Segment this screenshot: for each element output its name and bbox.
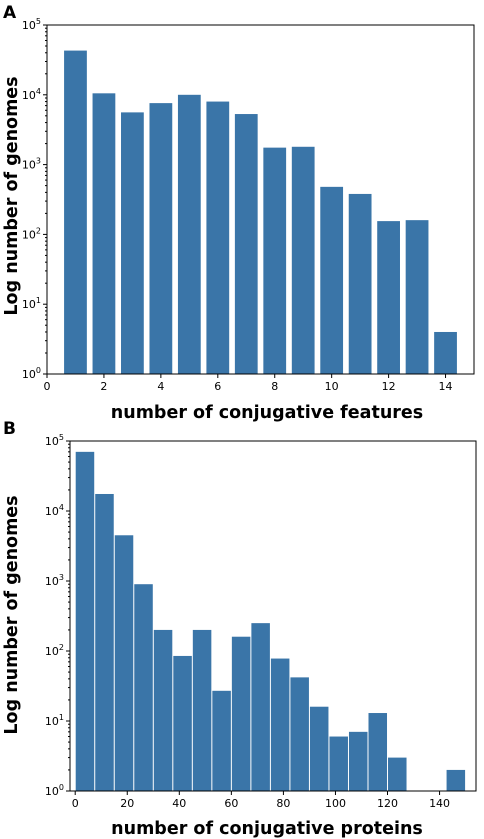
plot-b-area: 0 20 40 60 80 100 120 140 100 101 102 103 104 105: [45, 433, 477, 810]
x-tick-label-b-2: 40: [172, 797, 186, 810]
y-tick-label-a-4: 104: [22, 87, 41, 102]
plot-frame-b: [69, 440, 477, 792]
x-tick-label-b-7: 140: [429, 797, 450, 810]
bar-b-13: [329, 736, 348, 791]
bar-b-14: [348, 731, 368, 791]
bar-a-0: [64, 50, 87, 375]
x-tick-label-b-4: 80: [276, 797, 290, 810]
x-tick-label-b-0: 0: [72, 797, 79, 810]
bar-a-7: [263, 147, 287, 374]
panel-a: A 0 2 4 6 8 10 12 14 100 101 102 103 104 105 number o…: [2, 3, 475, 423]
y-tick-label-b-0: 100: [45, 783, 64, 798]
panel-letter-b: B: [3, 419, 16, 439]
x-tick-label-b-1: 20: [120, 797, 134, 810]
bar-a-2: [121, 112, 144, 375]
bar-b-9: [251, 623, 270, 791]
bar-a-8: [291, 146, 315, 374]
x-tick-label-a-6: 12: [382, 380, 396, 393]
bar-b-1: [95, 493, 114, 791]
x-tick-label-a-2: 4: [157, 380, 164, 393]
y-tick-label-b-4: 104: [45, 503, 64, 518]
x-tick-label-b-6: 120: [377, 797, 398, 810]
x-axis-label-a: number of conjugative features: [111, 403, 423, 423]
x-tick-label-b-5: 100: [325, 797, 346, 810]
bar-b-11: [290, 677, 309, 791]
x-tick-label-a-3: 6: [214, 380, 221, 393]
bar-b-5: [173, 655, 192, 791]
bar-b-8: [231, 636, 251, 791]
bar-b-3: [134, 584, 153, 791]
bar-b-16: [388, 757, 407, 791]
bar-b-12: [309, 706, 329, 791]
bar-a-13: [434, 331, 457, 374]
x-tick-label-a-7: 14: [439, 380, 453, 393]
panel-letter-a: A: [3, 3, 17, 23]
bar-a-12: [405, 220, 429, 374]
bar-b-6: [192, 629, 212, 791]
bar-a-10: [348, 193, 372, 374]
bar-a-3: [149, 103, 173, 375]
y-tick-label-b-5: 105: [45, 433, 64, 448]
x-tick-label-a-4: 8: [271, 380, 278, 393]
x-tick-label-a-5: 10: [325, 380, 339, 393]
panel-b: B 0 20 40 60 80 100 120 140 100 101 102 103 104 105 n…: [2, 419, 477, 839]
x-tick-label-a-0: 0: [44, 380, 51, 393]
y-axis-label-a: Log number of genomes: [2, 76, 22, 315]
y-axis-label-b: Log number of genomes: [2, 495, 22, 734]
y-tick-label-b-1: 101: [45, 713, 64, 728]
plot-frame-a: [46, 24, 475, 375]
x-axis-label-b: number of conjugative proteins: [111, 819, 423, 839]
bar-a-11: [377, 221, 400, 374]
y-tick-label-a-0: 100: [22, 366, 41, 381]
y-tick-label-a-2: 102: [22, 226, 41, 241]
plot-a-area: 0 2 4 6 8 10 12 14 100 101 102 103 104 105: [22, 17, 475, 393]
bar-a-4: [177, 94, 201, 375]
bar-b-7: [212, 690, 231, 791]
bar-a-5: [206, 101, 230, 374]
bar-b-0: [75, 451, 95, 791]
bar-b-19: [446, 769, 466, 791]
x-tick-label-a-1: 2: [100, 380, 107, 393]
y-tick-label-b-2: 102: [45, 643, 64, 658]
bar-a-1: [92, 93, 116, 374]
bar-b-15: [368, 713, 388, 791]
bar-a-6: [234, 114, 258, 375]
y-tick-label-a-3: 103: [22, 157, 41, 172]
bar-b-4: [153, 629, 173, 791]
y-tick-label-a-1: 101: [22, 296, 41, 311]
x-tick-label-b-3: 60: [224, 797, 238, 810]
bar-b-10: [270, 658, 290, 791]
y-tick-label-b-3: 103: [45, 573, 64, 588]
y-tick-label-a-5: 105: [22, 17, 41, 32]
bar-a-9: [320, 186, 344, 374]
bar-b-2: [114, 535, 134, 791]
